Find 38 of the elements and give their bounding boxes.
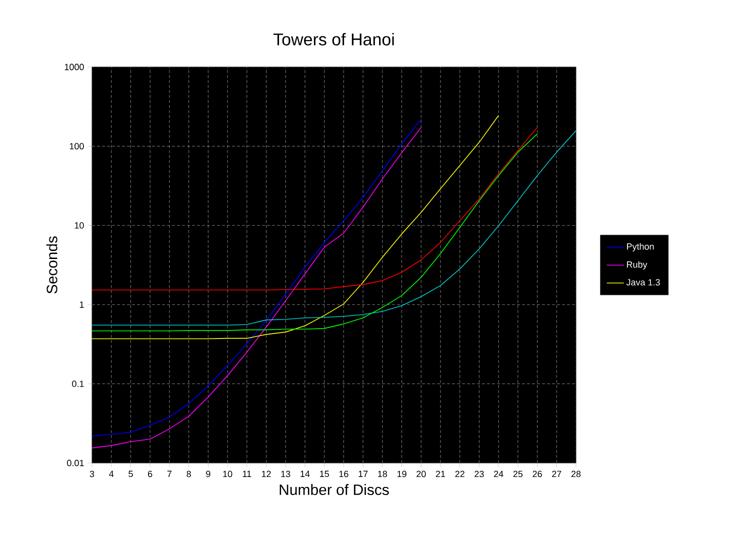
x-tick-label: 16 [339,470,348,478]
y-tick-label: 100 [70,143,84,150]
y-axis-title: Seconds [46,236,58,294]
x-tick-label: 9 [206,470,210,478]
legend-label: Java 1.3 [626,279,660,286]
y-tick-label: 0.01 [67,460,84,466]
x-tick-label: 14 [300,470,310,477]
x-tick-label: 12 [262,470,271,478]
x-tick-label: 23 [474,470,484,478]
x-tick-label: 19 [397,470,406,478]
x-tick-label: 5 [128,470,133,478]
x-tick-label: 17 [358,470,368,477]
x-tick-label: 27 [552,470,562,478]
legend-label: Python [627,243,654,252]
y-tick-label: 10 [74,222,84,229]
x-tick-label: 22 [455,470,464,478]
x-tick-label: 18 [378,470,388,478]
y-tick-label: 0.1 [72,380,84,387]
x-tick-label: 20 [416,470,426,478]
x-tick-label: 11 [242,470,252,477]
y-tick-label: 1000 [64,64,84,70]
x-tick-label: 26 [532,470,542,478]
x-tick-label: 24 [494,470,504,478]
x-tick-label: 25 [513,470,523,478]
x-tick-label: 8 [186,470,191,478]
x-tick-label: 7 [167,470,172,477]
x-tick-label: 15 [320,470,329,478]
legend-label: Ruby [627,261,648,270]
x-axis-title: Number of Discs [280,484,389,496]
x-tick-label: 10 [223,470,232,478]
x-tick-label: 21 [436,470,446,478]
x-tick-label: 3 [90,470,94,478]
x-tick-label: 28 [571,470,581,478]
x-tick-label: 4 [109,470,114,477]
x-tick-label: 13 [281,470,290,478]
y-tick-label: 1 [80,301,84,308]
chart-title: Towers of Hanoi [273,32,394,46]
x-tick-label: 6 [148,470,152,478]
